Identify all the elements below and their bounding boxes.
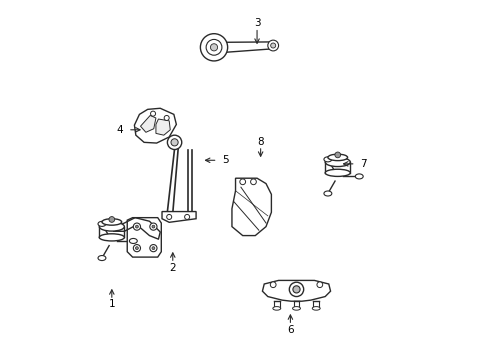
Circle shape bbox=[210, 44, 217, 51]
Ellipse shape bbox=[98, 221, 106, 226]
Circle shape bbox=[316, 282, 322, 288]
Ellipse shape bbox=[323, 191, 331, 196]
Circle shape bbox=[164, 116, 169, 121]
Circle shape bbox=[109, 217, 115, 222]
Text: 7: 7 bbox=[360, 159, 366, 169]
Ellipse shape bbox=[323, 157, 331, 162]
Circle shape bbox=[171, 139, 178, 146]
Ellipse shape bbox=[102, 219, 122, 225]
Ellipse shape bbox=[129, 238, 137, 243]
Polygon shape bbox=[162, 212, 196, 222]
Ellipse shape bbox=[312, 307, 320, 310]
Text: 6: 6 bbox=[286, 325, 293, 334]
Ellipse shape bbox=[272, 307, 280, 310]
Circle shape bbox=[133, 244, 140, 252]
Circle shape bbox=[200, 34, 227, 61]
Polygon shape bbox=[231, 178, 271, 235]
Circle shape bbox=[167, 135, 182, 149]
Ellipse shape bbox=[327, 154, 347, 161]
Circle shape bbox=[150, 111, 155, 116]
Circle shape bbox=[166, 215, 171, 220]
Circle shape bbox=[292, 286, 300, 293]
Polygon shape bbox=[140, 116, 156, 132]
Polygon shape bbox=[224, 42, 268, 52]
Circle shape bbox=[334, 152, 340, 158]
Text: 5: 5 bbox=[222, 155, 228, 165]
Ellipse shape bbox=[99, 234, 124, 241]
Ellipse shape bbox=[292, 307, 300, 310]
Text: 3: 3 bbox=[253, 18, 260, 28]
Text: 1: 1 bbox=[108, 300, 115, 310]
Circle shape bbox=[239, 179, 245, 185]
Circle shape bbox=[267, 40, 278, 51]
Ellipse shape bbox=[325, 158, 349, 167]
Circle shape bbox=[149, 244, 157, 252]
Circle shape bbox=[270, 43, 275, 48]
Text: 8: 8 bbox=[257, 137, 264, 147]
Circle shape bbox=[152, 247, 155, 249]
Circle shape bbox=[250, 179, 256, 185]
Ellipse shape bbox=[98, 256, 106, 261]
Circle shape bbox=[135, 247, 138, 249]
Ellipse shape bbox=[355, 174, 363, 179]
Circle shape bbox=[184, 215, 189, 220]
Circle shape bbox=[152, 225, 155, 228]
Circle shape bbox=[133, 223, 140, 230]
Circle shape bbox=[206, 40, 222, 55]
Circle shape bbox=[149, 223, 157, 230]
Polygon shape bbox=[262, 280, 330, 301]
Ellipse shape bbox=[325, 169, 349, 176]
Polygon shape bbox=[156, 119, 170, 135]
Circle shape bbox=[270, 282, 276, 288]
Circle shape bbox=[135, 225, 138, 228]
Text: 2: 2 bbox=[169, 262, 176, 273]
Circle shape bbox=[289, 282, 303, 297]
Polygon shape bbox=[134, 108, 176, 143]
Polygon shape bbox=[127, 218, 161, 257]
Ellipse shape bbox=[99, 222, 124, 231]
Text: 4: 4 bbox=[117, 125, 123, 135]
